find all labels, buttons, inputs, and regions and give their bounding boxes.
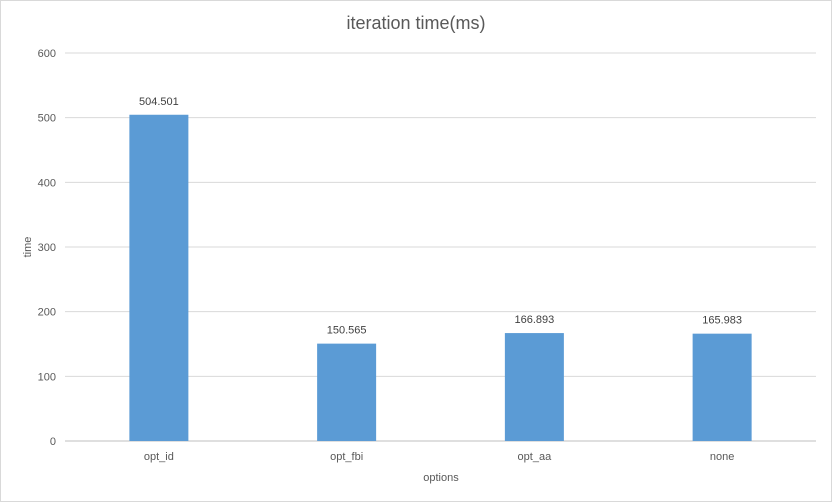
x-tick-label: none xyxy=(710,451,734,463)
bar-opt-aa xyxy=(504,333,564,441)
y-tick-label: 200 xyxy=(38,307,56,319)
y-axis-label: time xyxy=(22,237,34,258)
x-tick-label: opt_id xyxy=(144,451,174,463)
y-tick-label: 100 xyxy=(38,371,56,383)
x-tick-label: opt_aa xyxy=(518,451,553,463)
y-tick-label: 500 xyxy=(38,113,56,125)
bar-opt-id xyxy=(129,114,189,442)
data-labels: 504.501 150.565 166.893 165.983 xyxy=(139,96,742,337)
bar-opt-fbi xyxy=(317,343,377,441)
data-label: 166.893 xyxy=(514,314,554,326)
data-label: 504.501 xyxy=(139,96,179,108)
x-tick-label: opt_fbi xyxy=(330,451,363,463)
y-tick-label: 400 xyxy=(38,177,56,189)
y-tick-label: 300 xyxy=(38,242,56,254)
chart-title: iteration time(ms) xyxy=(346,13,485,33)
y-tick-labels: 0 100 200 300 400 500 600 xyxy=(38,48,56,448)
data-label: 165.983 xyxy=(702,315,742,327)
y-tick-label: 0 xyxy=(50,436,56,448)
x-tick-labels: opt_id opt_fbi opt_aa none xyxy=(144,451,734,463)
data-label: 150.565 xyxy=(327,325,367,337)
bars xyxy=(129,114,752,442)
gridlines xyxy=(65,52,816,442)
x-axis-label: options xyxy=(423,472,459,484)
bar-none xyxy=(692,333,752,441)
y-tick-label: 600 xyxy=(38,48,56,60)
